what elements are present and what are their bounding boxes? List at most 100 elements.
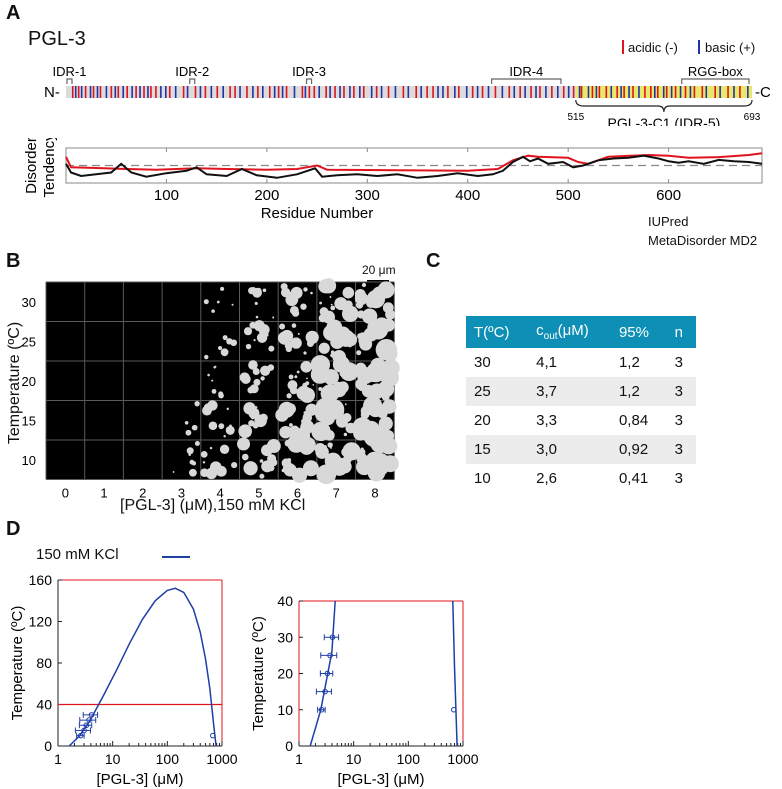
col-label: 3 [178,486,185,501]
basic-residue [620,86,622,98]
droplet [272,316,275,319]
droplet [208,421,218,431]
droplet [359,449,366,456]
header-temperature: T(ºC) [466,316,529,348]
droplet [319,307,329,316]
droplet [306,463,313,470]
droplet [324,430,335,441]
basic-residue [465,86,468,98]
acidic-residue [92,86,95,98]
droplet [301,418,308,425]
data-point [86,717,92,723]
droplet [318,342,330,354]
basic-residue [487,86,490,98]
basic-residue [524,86,526,98]
c1-brace [575,99,753,113]
acidic-residue [650,86,652,98]
droplet [305,403,318,416]
idr-label: IDR-2 [175,64,209,79]
acidic-residue [234,86,236,98]
droplet [203,403,213,412]
droplet [200,468,209,477]
data-point [327,652,333,659]
basic-residue [114,86,117,98]
acidic-residue [277,86,280,98]
droplet [237,437,251,451]
metadisorder-label: MetaDisorder MD2 [648,233,758,248]
table-row: 15 3,0 0,92 3 [466,435,696,464]
basic-residue [610,86,613,98]
droplet [295,471,299,475]
droplet [378,416,393,431]
x-tick-label: 10 [346,751,362,767]
droplet [329,295,332,298]
droplet [255,315,259,319]
basic-residue [174,86,177,98]
basic-residue [96,86,99,98]
droplet [243,461,258,476]
droplet [360,416,367,423]
acidic-residue [99,86,102,98]
acidic-residue [447,86,449,98]
droplet [294,375,298,379]
droplet [189,468,197,477]
droplet [238,424,253,438]
data-point [322,688,328,695]
basic-residue [147,86,149,98]
basic-residue [122,86,125,98]
acidic-residue [182,86,185,98]
header-n: n [666,316,696,348]
droplet [224,448,227,451]
basic-residue [164,86,167,98]
acidic-residue [551,86,553,98]
basic-residue [329,86,331,98]
droplet [260,365,271,376]
droplet [282,462,296,476]
droplet [260,376,265,381]
droplet [355,301,364,309]
acidic-legend-mark [622,40,632,54]
basic-residue [339,86,341,98]
binodal-curve [68,587,217,747]
acidic-residue [656,86,659,98]
droplet [216,300,220,304]
droplet [250,287,257,294]
basic-residue [476,86,479,98]
basic-residue [273,86,276,98]
c1-start-label: 515 [567,112,584,123]
acidic-residue [402,86,405,98]
droplet [213,366,216,369]
acidic-residue [257,86,259,98]
droplet [194,400,200,407]
col-label: 7 [333,486,340,501]
basic-residue [293,86,296,98]
droplet [339,371,345,377]
y-tick-label: 120 [29,614,53,630]
acidic-residue [110,86,113,98]
droplet [218,391,224,397]
droplet [342,305,359,323]
droplet [300,421,313,435]
row-label: 10 [22,453,36,468]
header-cout: cout(μM) [528,316,611,348]
basic-residue [545,86,547,98]
droplet [359,332,366,339]
table-header-row: T(ºC) cout(μM) 95% n [466,316,696,348]
acidic-residue [623,86,625,98]
acidic-residue [216,86,219,98]
c1-end-label: 693 [744,112,761,123]
acidic-residue [714,86,716,98]
droplet [267,454,277,464]
droplet [220,286,225,291]
droplet [299,440,314,455]
idr-bracket [305,78,313,84]
droplet [378,445,381,449]
droplet [222,335,228,341]
droplet [252,422,259,429]
acidic-residue [539,86,541,98]
acidic-residue [481,86,484,98]
x-tick-label: 1000 [206,751,237,767]
droplet [291,467,308,483]
droplet [287,380,298,391]
droplet [319,468,335,484]
